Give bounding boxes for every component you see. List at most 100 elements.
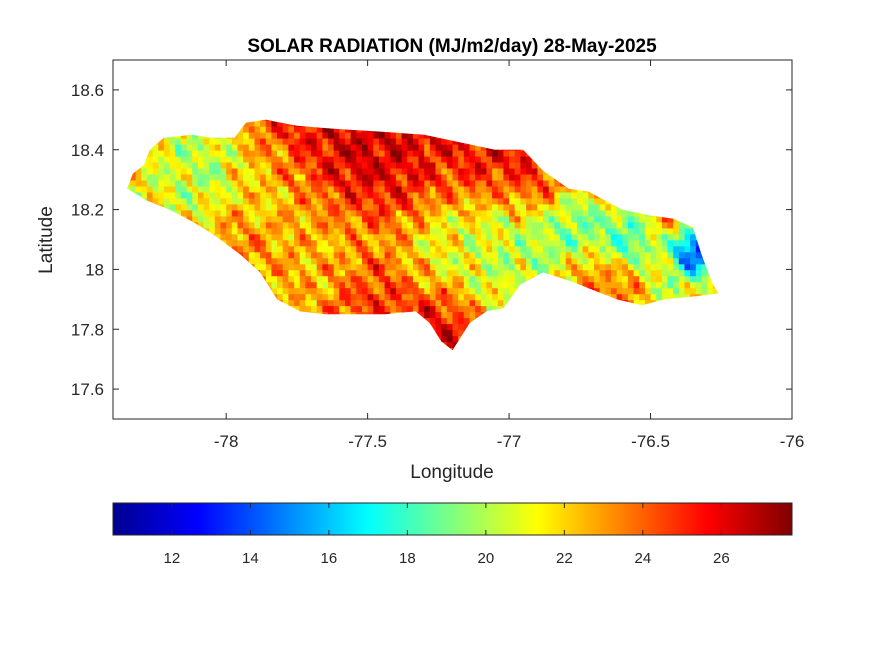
field-cell: [248, 173, 256, 181]
field-cell: [141, 179, 148, 187]
field-cell: [441, 215, 448, 223]
field-cell: [537, 191, 544, 199]
field-cell: [446, 221, 454, 229]
field-cell: [294, 293, 301, 301]
field-cell: [452, 197, 459, 205]
field-cell: [339, 155, 346, 163]
field-cell: [169, 185, 177, 193]
field-cell: [220, 191, 227, 199]
field-cell: [463, 287, 471, 295]
field-cell: [543, 233, 550, 241]
field-cell: [605, 227, 612, 235]
field-cell: [469, 185, 476, 193]
field-cell: [407, 239, 414, 247]
field-cell: [192, 173, 199, 181]
field-cell: [458, 227, 465, 235]
field-cell: [543, 203, 550, 211]
field-cell: [288, 287, 295, 295]
field-cell: [412, 263, 420, 271]
field-cell: [565, 257, 573, 265]
field-cell: [316, 257, 324, 265]
field-cell: [622, 233, 629, 241]
field-cell: [316, 131, 324, 139]
field-cell: [537, 203, 544, 211]
field-cell: [260, 131, 267, 139]
field-cell: [548, 257, 556, 265]
field-cell: [322, 143, 329, 151]
field-cell: [288, 293, 295, 301]
field-cell: [158, 155, 165, 163]
field-cell: [333, 191, 341, 199]
field-cell: [458, 209, 465, 217]
field-cell: [271, 209, 278, 217]
field-cell: [243, 131, 250, 139]
field-cell: [254, 197, 261, 205]
field-cell: [311, 287, 318, 295]
field-cell: [265, 197, 273, 205]
field-cell: [384, 281, 392, 289]
field-cell: [633, 275, 641, 283]
field-cell: [429, 293, 437, 301]
field-cell: [322, 293, 329, 301]
field-cell: [441, 299, 448, 307]
field-cell: [582, 227, 590, 235]
field-cell: [271, 167, 278, 175]
field-cell: [277, 137, 284, 145]
field-cell: [480, 233, 488, 241]
field-cell: [203, 179, 210, 187]
y-tick-label: 17.8: [71, 320, 104, 339]
field-cell: [452, 227, 459, 235]
field-cell: [243, 209, 250, 217]
field-cell: [305, 173, 312, 181]
field-cell: [384, 251, 392, 259]
field-cell: [395, 239, 403, 247]
field-cell: [543, 197, 550, 205]
field-cell: [288, 299, 295, 307]
field-cell: [424, 149, 431, 157]
field-cell: [367, 221, 375, 229]
field-cell: [294, 173, 301, 181]
field-cell: [333, 167, 341, 175]
field-cell: [322, 185, 329, 193]
field-cell: [560, 221, 567, 229]
field-cell: [384, 185, 392, 193]
field-cell: [305, 179, 312, 187]
field-cell: [577, 239, 584, 247]
field-cell: [328, 161, 335, 169]
field-cell: [130, 173, 137, 181]
field-cell: [599, 287, 607, 295]
field-cell: [435, 275, 442, 283]
field-cell: [639, 275, 646, 283]
field-cell: [492, 257, 499, 265]
field-cell: [282, 281, 290, 289]
field-cell: [469, 239, 476, 247]
field-cell: [554, 197, 561, 205]
field-cell: [265, 119, 273, 127]
field-cell: [237, 233, 244, 241]
field-cell: [639, 269, 646, 277]
field-cell: [243, 119, 250, 127]
field-cell: [690, 227, 697, 235]
field-cell: [214, 143, 222, 151]
field-cell: [345, 215, 352, 223]
field-cell: [192, 155, 199, 163]
field-cell: [395, 137, 403, 145]
field-cell: [356, 293, 363, 301]
field-cell: [175, 197, 182, 205]
field-cell: [503, 269, 510, 277]
field-cell: [463, 269, 471, 277]
field-cell: [616, 209, 624, 217]
field-cell: [469, 299, 476, 307]
field-cell: [571, 239, 578, 247]
field-cell: [509, 239, 516, 247]
field-cell: [345, 251, 352, 259]
field-cell: [441, 161, 448, 169]
field-cell: [311, 269, 318, 277]
field-cell: [514, 263, 522, 271]
field-cell: [311, 179, 318, 187]
field-cell: [412, 161, 420, 169]
field-cell: [316, 299, 324, 307]
y-tick-label: 18.2: [71, 201, 104, 220]
field-cell: [418, 221, 425, 229]
field-cell: [362, 251, 369, 259]
